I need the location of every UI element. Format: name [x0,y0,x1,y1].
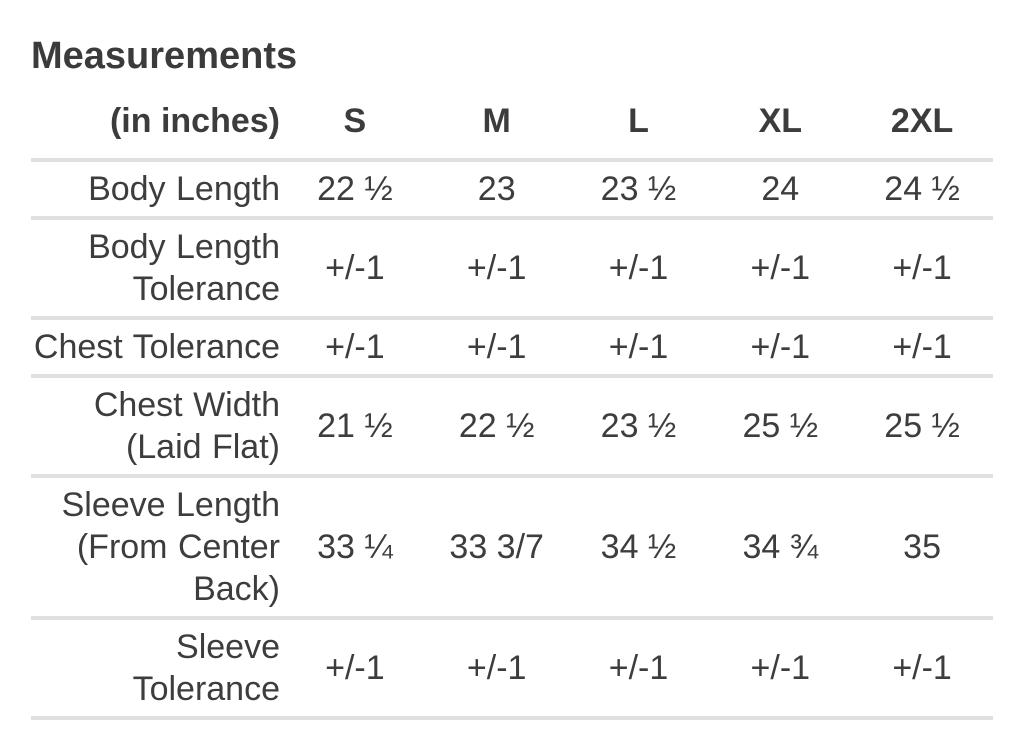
measurement-value: +/-1 [466,249,527,287]
measurement-value: +/-1 [892,649,952,687]
measurement-value: +/-1 [892,249,952,287]
column-header-l: L [628,102,649,140]
measurement-value: 34 ¾ [742,528,819,566]
row-label: Sleeve Tolerance [132,628,280,708]
measurement-value: 23 ½ [600,407,677,445]
measurement-value: +/-1 [750,328,811,366]
measurement-value: 33 3/7 [449,528,544,566]
measurement-value: +/-1 [750,649,811,687]
row-label: Chest Tolerance [33,328,280,366]
unit-header: (in inches) [109,102,280,140]
measurement-value: +/-1 [892,328,952,366]
table-header-row: (in inches) S M L XL 2XL [31,90,993,160]
measurement-value: +/-1 [608,249,669,287]
measurement-value: 24 ½ [884,170,960,208]
row-label: Body Length [88,170,280,208]
column-header-s: S [343,102,367,140]
column-header-xl: XL [758,102,803,140]
measurement-value: 34 ½ [600,528,677,566]
measurement-value: +/-1 [750,249,811,287]
measurement-value: 23 ½ [600,170,677,208]
measurement-value: 24 [761,170,800,208]
measurement-value: 25 ½ [884,407,960,445]
column-header-m: M [482,102,511,140]
measurement-value: 21 ½ [317,407,393,445]
section-title: Measurements [31,35,298,77]
table-row-chest-width: Chest Width (Laid Flat) 21 ½ 22 ½ 23 ½ 2… [31,376,993,476]
measurement-value: +/-1 [325,249,385,287]
measurement-value: +/-1 [466,649,527,687]
measurement-value: +/-1 [608,328,669,366]
measurement-value: +/-1 [466,328,527,366]
size-chart-table: (in inches) S M L XL 2XL Body Length 22 … [31,90,993,720]
column-header-2xl: 2XL [890,102,954,140]
table-row-body-length-tolerance: Body Length Tolerance +/-1 +/-1 +/-1 +/-… [31,218,993,318]
measurement-value: 22 ½ [317,170,393,208]
measurement-value: +/-1 [325,328,385,366]
table-row-sleeve-tolerance: Sleeve Tolerance +/-1 +/-1 +/-1 +/-1 +/-… [31,618,993,718]
measurement-value: +/-1 [325,649,385,687]
measurement-value: 35 [903,528,941,566]
table-row-body-length: Body Length 22 ½ 23 23 ½ 24 24 ½ [31,160,993,218]
row-label: Sleeve Length (From Center Back) [61,486,280,608]
table-row-chest-tolerance: Chest Tolerance +/-1 +/-1 +/-1 +/-1 +/-1 [31,318,993,376]
measurement-value: 33 ¼ [317,528,393,566]
row-label: Chest Width (Laid Flat) [93,386,280,466]
row-label: Body Length Tolerance [88,228,280,308]
measurement-value: 25 ½ [742,407,819,445]
measurement-value: 22 ½ [458,407,535,445]
measurement-value: 23 [477,170,516,208]
table-row-sleeve-length: Sleeve Length (From Center Back) 33 ¼ 33… [31,476,993,618]
measurement-value: +/-1 [608,649,669,687]
